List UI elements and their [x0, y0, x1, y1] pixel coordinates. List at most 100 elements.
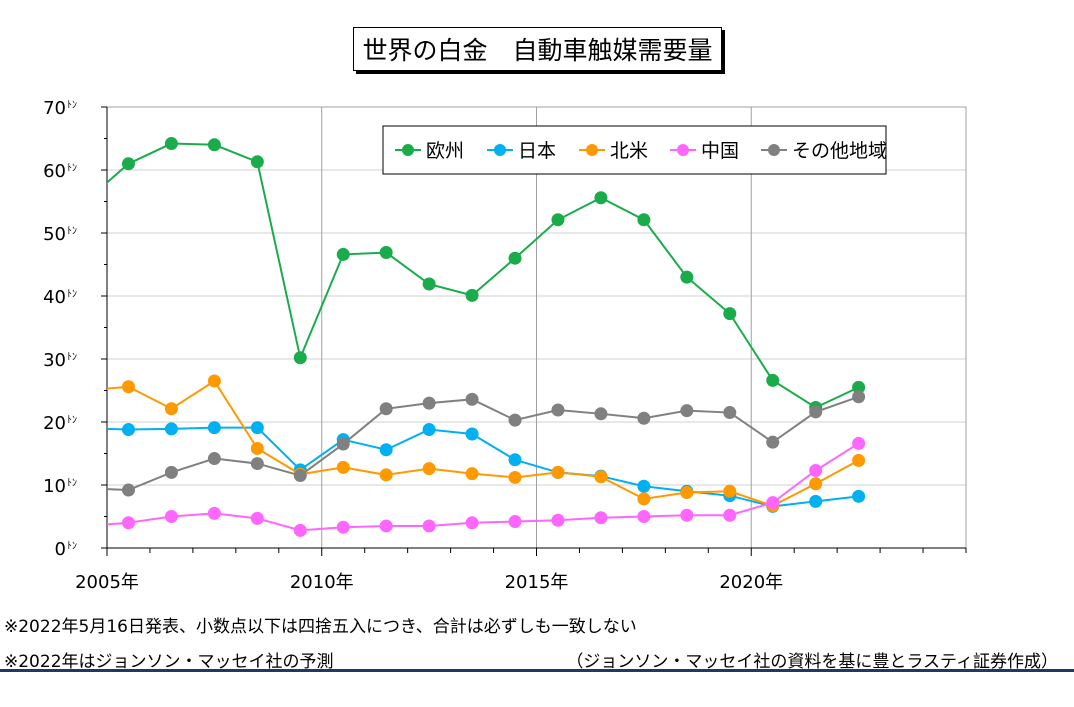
data-point: [121, 380, 135, 394]
legend-marker: [677, 144, 689, 156]
data-point: [680, 508, 694, 522]
data-point: [336, 437, 350, 451]
data-point: [293, 351, 307, 365]
data-point: [852, 453, 866, 467]
y-unit-label: ﾄﾝ: [67, 541, 77, 552]
y-tick-label: 30: [43, 350, 66, 371]
data-point: [508, 251, 522, 265]
data-point: [508, 515, 522, 529]
bottom-divider: [0, 669, 1074, 672]
data-point: [422, 462, 436, 476]
data-point: [422, 396, 436, 410]
data-point: [809, 405, 823, 419]
data-point: [594, 407, 608, 421]
legend-marker: [494, 144, 506, 156]
data-point: [379, 246, 393, 260]
data-point: [508, 470, 522, 484]
data-point: [121, 483, 135, 497]
data-point: [508, 413, 522, 427]
series-line: [107, 142, 860, 409]
data-point: [164, 422, 178, 436]
series-2: [107, 374, 866, 513]
data-point: [207, 506, 221, 520]
data-point: [852, 436, 866, 450]
data-point: [379, 519, 393, 533]
y-unit-label: ﾄﾝ: [67, 478, 77, 489]
data-point: [637, 492, 651, 506]
x-tick-label: 2010年: [290, 572, 354, 593]
series-0: [107, 137, 866, 415]
data-point: [809, 494, 823, 508]
data-point: [551, 213, 565, 227]
legend-label: その他地域: [792, 140, 887, 162]
data-point: [293, 523, 307, 537]
data-point: [766, 496, 780, 510]
data-point: [121, 516, 135, 530]
y-unit-label: ﾄﾝ: [67, 100, 77, 111]
legend-marker: [768, 144, 780, 156]
data-point: [637, 510, 651, 523]
y-unit-label: ﾄﾝ: [67, 352, 77, 363]
data-point: [637, 411, 651, 425]
data-point: [164, 510, 178, 523]
series-3: [107, 436, 866, 537]
data-point: [637, 479, 651, 493]
x-tick-label: 2005年: [75, 572, 139, 593]
footnote-rounding: ※2022年5月16日発表、小数点以下は四捨五入につき、合計は必ずしも一致しない: [4, 617, 637, 637]
x-tick-label: 2020年: [719, 572, 783, 593]
data-point: [723, 406, 737, 420]
data-point: [207, 452, 221, 466]
legend-label: 日本: [518, 140, 556, 162]
data-point: [336, 460, 350, 474]
data-point: [379, 402, 393, 416]
y-unit-label: ﾄﾝ: [67, 289, 77, 300]
data-point: [723, 508, 737, 522]
data-point: [766, 435, 780, 449]
data-point: [680, 270, 694, 284]
data-point: [551, 403, 565, 417]
data-point: [422, 423, 436, 437]
data-point: [250, 441, 264, 455]
series-4: [107, 390, 866, 497]
data-point: [594, 470, 608, 484]
data-point: [293, 469, 307, 483]
data-point: [336, 520, 350, 534]
data-point: [852, 489, 866, 503]
legend-label: 中国: [701, 140, 739, 162]
y-unit-label: ﾄﾝ: [67, 163, 77, 174]
series-1: [107, 421, 866, 513]
data-point: [465, 392, 479, 406]
y-tick-label: 20: [43, 413, 66, 434]
data-point: [207, 421, 221, 435]
legend-label: 北米: [610, 140, 648, 162]
legend-label: 欧州: [426, 140, 464, 162]
footnote-forecast: ※2022年はジョンソン・マッセイ社の予測: [4, 652, 334, 672]
data-point: [250, 155, 264, 169]
chart-title: 世界の白金 自動車触媒需要量: [353, 27, 722, 71]
data-point: [465, 467, 479, 481]
y-tick-label: 10: [43, 476, 66, 497]
data-point: [379, 468, 393, 482]
data-point: [465, 516, 479, 530]
data-point: [422, 277, 436, 291]
legend-marker: [586, 144, 598, 156]
data-point: [465, 427, 479, 441]
y-tick-label: 40: [43, 287, 66, 308]
data-point: [121, 157, 135, 171]
data-point: [551, 465, 565, 479]
data-point: [379, 443, 393, 457]
data-point: [207, 374, 221, 388]
data-point: [121, 423, 135, 437]
data-point: [164, 465, 178, 479]
data-point: [422, 519, 436, 533]
data-point: [207, 138, 221, 152]
data-point: [723, 484, 737, 498]
x-tick-label: 2015年: [505, 572, 569, 593]
y-tick-label: 50: [43, 224, 66, 245]
source-note: （ジョンソン・マッセイ社の資料を基に豊とラスティ証券作成）: [566, 652, 1058, 672]
data-point: [723, 307, 737, 321]
data-point: [680, 404, 694, 418]
data-point: [551, 513, 565, 527]
y-tick-label: 60: [43, 161, 66, 182]
